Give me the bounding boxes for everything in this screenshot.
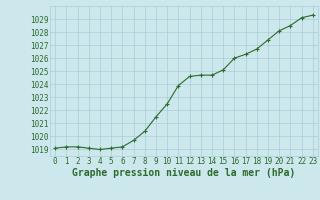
X-axis label: Graphe pression niveau de la mer (hPa): Graphe pression niveau de la mer (hPa) (72, 168, 296, 178)
